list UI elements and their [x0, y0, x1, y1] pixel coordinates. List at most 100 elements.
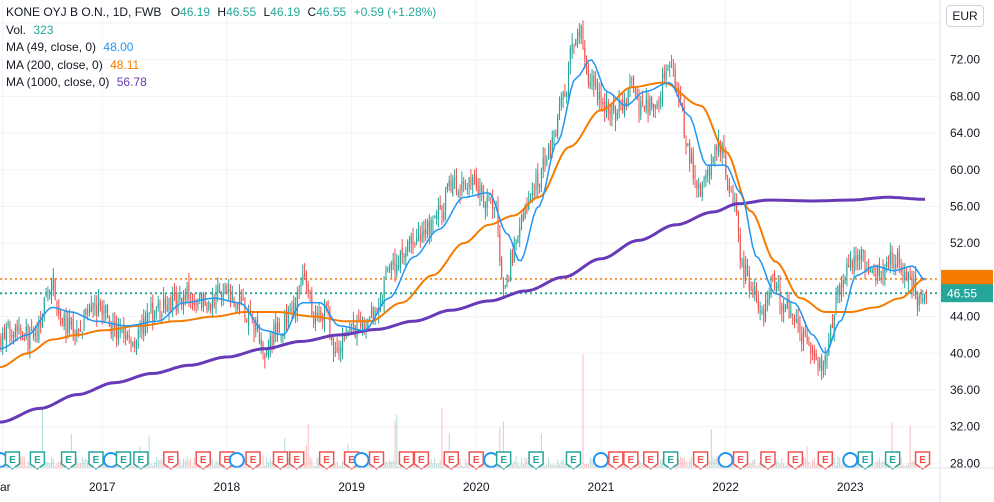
earnings-icon[interactable]: E	[288, 451, 305, 470]
candle-up	[296, 293, 298, 316]
dividend-icon[interactable]	[717, 452, 734, 468]
volume-bar	[434, 457, 436, 468]
candle-up	[267, 348, 269, 355]
earnings-icon[interactable]: E	[443, 451, 460, 470]
candle-up	[819, 359, 821, 368]
candle-down	[596, 78, 598, 101]
volume-bar	[777, 461, 779, 468]
earnings-icon[interactable]: E	[4, 451, 21, 470]
earnings-icon[interactable]: E	[413, 451, 430, 470]
earnings-icon[interactable]: E	[914, 451, 931, 470]
candle-up	[627, 90, 629, 106]
price-axis[interactable]: 76.0072.0068.0064.0060.0056.0052.0048.00…	[939, 0, 993, 502]
candle-up	[472, 177, 474, 186]
earnings-icon[interactable]: E	[368, 451, 385, 470]
candle-down	[916, 297, 918, 309]
volume-bar	[134, 465, 136, 468]
volume-bar	[269, 458, 271, 468]
candle-up	[421, 231, 423, 242]
dividend-icon[interactable]	[353, 452, 370, 468]
earnings-label: E	[9, 455, 16, 466]
earnings-icon[interactable]: E	[245, 451, 261, 470]
earnings-icon[interactable]: E	[528, 451, 544, 470]
candle-down	[195, 303, 197, 306]
candle-down	[739, 234, 741, 263]
earnings-icon[interactable]: E	[760, 451, 776, 470]
earnings-icon[interactable]: E	[817, 451, 834, 470]
dividend-icon[interactable]	[592, 452, 609, 468]
candle-down	[450, 180, 452, 192]
earnings-icon[interactable]: E	[29, 451, 46, 470]
earnings-badge	[133, 451, 149, 470]
dividend-icon[interactable]	[228, 452, 245, 468]
earnings-icon[interactable]: E	[272, 451, 289, 470]
volume-bar	[190, 458, 192, 468]
symbol-title[interactable]: KONE OYJ B O.N., 1D, FWB	[6, 5, 162, 19]
candle-up	[228, 289, 230, 293]
close-value: 46.55	[316, 5, 347, 19]
earnings-icon[interactable]: E	[115, 451, 132, 470]
candle-down	[463, 182, 465, 184]
candle-up	[575, 40, 577, 46]
ma1000-label[interactable]: MA (1000, close, 0)	[6, 75, 110, 89]
earnings-icon[interactable]: E	[662, 451, 679, 470]
candle-down	[65, 317, 67, 335]
earnings-icon[interactable]: E	[60, 451, 77, 470]
earnings-icon[interactable]: E	[857, 451, 873, 470]
earnings-icon[interactable]: E	[732, 451, 749, 470]
candle-down	[338, 348, 340, 356]
volume-bar	[564, 464, 566, 468]
time-axis[interactable]: ar 2017 2018 2019 2020 2021 2022 2023	[0, 467, 994, 494]
candle-up	[293, 301, 295, 315]
candle-down	[414, 243, 416, 246]
earnings-icon[interactable]: E	[884, 451, 901, 470]
candle-down	[58, 307, 60, 316]
candle-up	[454, 178, 456, 180]
earnings-icon[interactable]: E	[133, 451, 149, 470]
candle-up	[370, 310, 373, 317]
volume-label[interactable]: Vol.	[6, 22, 27, 37]
candle-up	[562, 92, 564, 100]
candle-down	[490, 199, 492, 201]
ma200-label[interactable]: MA (200, close, 0)	[6, 57, 103, 72]
candle-up	[7, 323, 9, 326]
candle-down	[573, 46, 575, 48]
dividend-icon[interactable]	[842, 452, 859, 468]
earnings-icon[interactable]: E	[608, 451, 624, 470]
candle-up	[542, 157, 544, 170]
volume-bar	[802, 457, 805, 468]
volume-bar	[911, 461, 913, 468]
earnings-icon[interactable]: E	[643, 451, 659, 470]
currency-button[interactable]: EUR	[946, 5, 984, 27]
earnings-badge	[643, 451, 659, 470]
earnings-icon[interactable]: E	[787, 451, 804, 470]
candle-up	[417, 231, 420, 236]
candle-up	[416, 237, 418, 243]
volume-bar	[542, 464, 544, 468]
earnings-icon[interactable]: E	[88, 451, 104, 470]
candle-down	[895, 264, 897, 268]
earnings-icon[interactable]: E	[692, 451, 709, 470]
earnings-icon[interactable]: E	[495, 451, 512, 470]
candle-down	[736, 202, 738, 213]
candle-up	[849, 257, 852, 268]
earnings-icon[interactable]: E	[468, 451, 484, 470]
earnings-label: E	[765, 455, 772, 466]
volume-bar	[163, 464, 165, 468]
ma49-label[interactable]: MA (49, close, 0)	[6, 40, 97, 54]
earnings-icon[interactable]: E	[318, 451, 335, 470]
candle-down	[497, 205, 499, 234]
earnings-icon[interactable]: E	[163, 451, 179, 470]
candle-down	[125, 333, 127, 340]
candle-down	[511, 255, 514, 261]
earnings-icon[interactable]: E	[623, 451, 639, 470]
earnings-icon[interactable]: E	[195, 451, 211, 470]
candle-down	[20, 328, 22, 332]
candle-up	[177, 301, 179, 314]
earnings-icon[interactable]: E	[398, 451, 415, 470]
earnings-icon[interactable]: E	[565, 451, 582, 470]
legend-ma1000-row: MA (1000, close, 0) 56.78	[6, 74, 436, 92]
earnings-badge	[29, 451, 46, 470]
